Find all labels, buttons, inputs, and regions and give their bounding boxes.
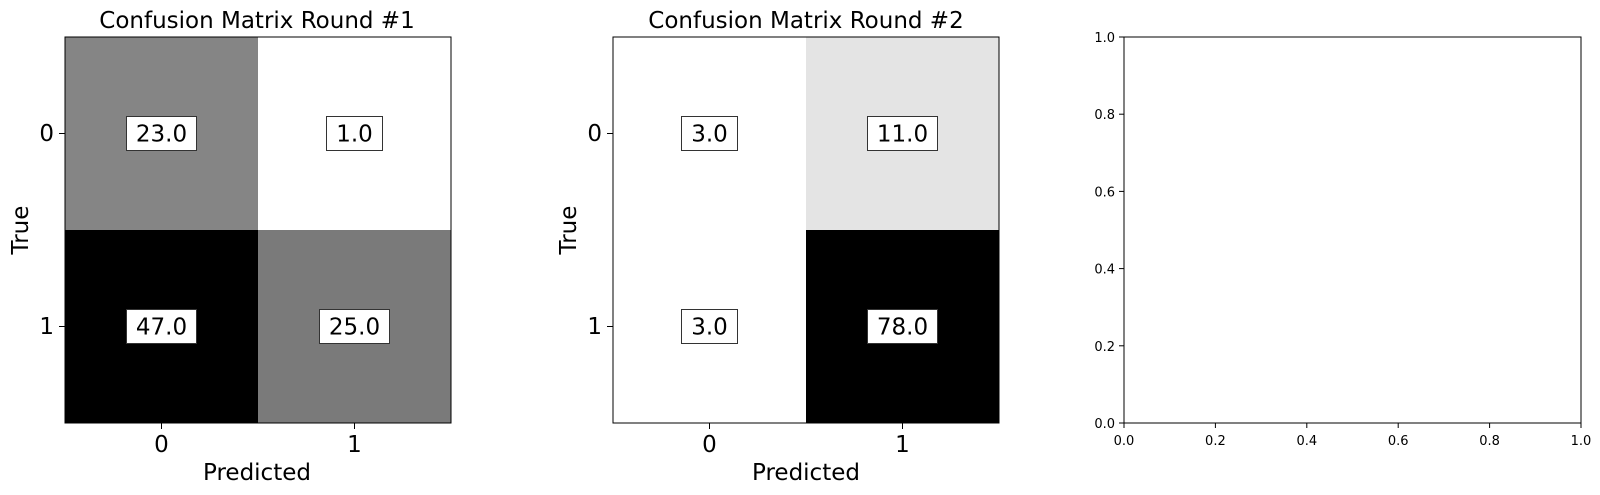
cell-value-label: 1.0 (336, 122, 373, 148)
y-tick-label: 1 (39, 314, 54, 340)
y-tick-label: 0.0 (1094, 417, 1115, 432)
x-axis-label: Predicted (752, 460, 860, 486)
chart-title: Confusion Matrix Round #1 (99, 8, 414, 34)
cell-label-box (681, 309, 738, 344)
chart-title: Confusion Matrix Round #2 (648, 8, 963, 34)
y-tick-label: 0.8 (1094, 108, 1115, 123)
x-tick-label: 0.6 (1388, 434, 1409, 449)
cell-label-box (319, 309, 390, 344)
cell-value-label: 3.0 (691, 122, 728, 148)
y-tick-label: 0 (587, 121, 602, 147)
plot-frame (1123, 36, 1582, 424)
x-tick-label: 1 (347, 432, 362, 458)
x-tick-label: 0.8 (1479, 434, 1500, 449)
cell-label-box (126, 116, 197, 151)
cell-value-label: 3.0 (691, 315, 728, 341)
x-tick-label: 0.2 (1205, 434, 1226, 449)
y-tick-label: 1.0 (1094, 31, 1115, 46)
x-tick-label: 1.0 (1571, 434, 1592, 449)
cell-label-box (126, 309, 197, 344)
x-axis-label: Predicted (203, 460, 311, 486)
plot-frame (64, 36, 452, 424)
cell-value-label: 78.0 (877, 315, 928, 341)
cell-label-box (681, 116, 738, 151)
cell-value-label: 25.0 (329, 315, 380, 341)
confusion-matrix-2: Confusion Matrix Round #2 3.0 11.0 3.0 78.0… (556, 8, 1000, 486)
y-tick-label: 1 (587, 314, 602, 340)
x-tick-label: 0.0 (1114, 434, 1135, 449)
empty-axes: 0.0 0.2 0.4 0.6 0.8 1.0 0.0 0.2 0.4 0.6 0.8 1.0 (1094, 31, 1591, 449)
cell-label-box (867, 309, 938, 344)
cell-label-box (326, 116, 383, 151)
confusion-matrix-1: Confusion Matrix Round #1 23.0 1.0 47.0 25.… (8, 8, 452, 486)
plot-frame (612, 36, 1000, 424)
x-tick-label: 0 (154, 432, 169, 458)
x-tick-label: 0 (702, 432, 717, 458)
y-tick-label: 0.2 (1094, 340, 1115, 355)
y-axis-label: True (8, 206, 34, 256)
y-tick-label: 0.6 (1094, 185, 1115, 200)
cell-value-label: 23.0 (136, 122, 187, 148)
x-tick-label: 0.4 (1296, 434, 1317, 449)
y-tick-label: 0 (39, 121, 54, 147)
cell-label-box (867, 116, 938, 151)
x-tick-label: 1 (895, 432, 910, 458)
y-tick-label: 0.4 (1094, 263, 1115, 278)
cell-value-label: 11.0 (877, 122, 928, 148)
y-axis-label: True (556, 206, 582, 256)
cell-value-label: 47.0 (136, 315, 187, 341)
